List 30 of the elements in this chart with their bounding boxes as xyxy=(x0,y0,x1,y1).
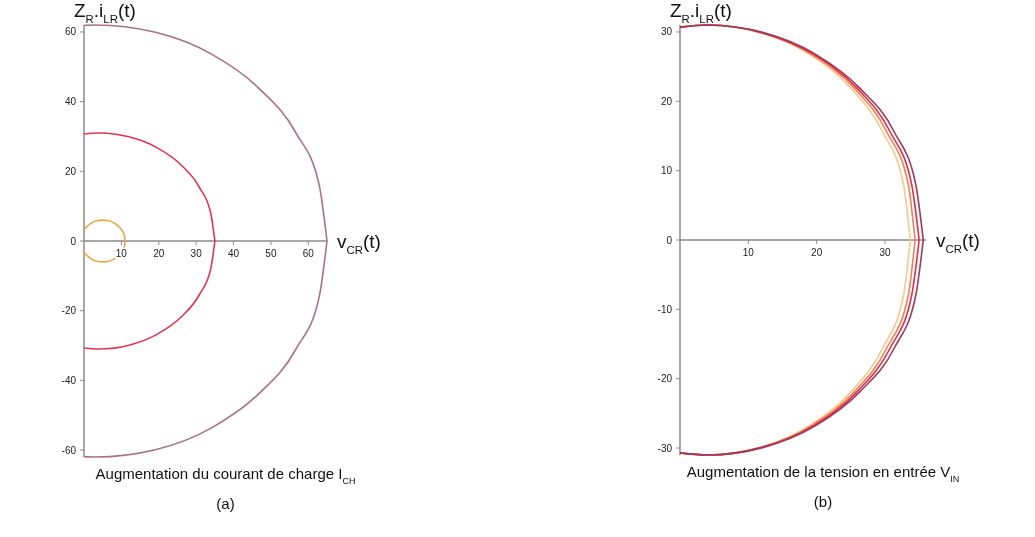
text: (a) xyxy=(216,495,235,512)
x-tick-label: 60 xyxy=(302,248,315,259)
x-axis-title: v$_{CR}$(t) xyxy=(337,231,381,256)
x-tick-label: 50 xyxy=(265,248,277,259)
x-tick-label: 20 xyxy=(153,248,165,259)
x-tick-label: 30 xyxy=(879,247,891,258)
y-tick-label: -20 xyxy=(61,305,77,317)
x-tick-label: 10 xyxy=(742,247,755,258)
text: Augmentation de la tension en entrée V$_{IN}$ xyxy=(686,463,960,484)
y-tick-label: -30 xyxy=(657,442,673,454)
y-tick-label: -20 xyxy=(657,373,673,385)
y-tick-label: 20 xyxy=(64,165,77,177)
y-tick-label: -10 xyxy=(657,303,673,315)
y-tick-label: 40 xyxy=(64,96,77,108)
y-tick-label: 0 xyxy=(666,234,673,246)
y-tick-label: 60 xyxy=(64,26,77,38)
x-tick-label: 20 xyxy=(811,247,823,258)
text: (b) xyxy=(813,493,833,510)
y-tick-label: -40 xyxy=(61,374,77,386)
y-axis-title: Z$_{R}$.i$_{LR}$(t) xyxy=(74,0,136,25)
y-tick-label: -60 xyxy=(61,444,77,456)
y-tick-label: 10 xyxy=(660,165,673,177)
y-axis-title: Z$_{R}$.i$_{LR}$(t) xyxy=(670,0,732,25)
text: Augmentation du courant de charge I$_{CH}$ xyxy=(95,465,356,486)
y-tick-label: 30 xyxy=(660,26,673,38)
y-tick-label: 0 xyxy=(70,235,77,247)
y-tick-label: 20 xyxy=(660,95,673,107)
x-axis-title: v$_{CR}$(t) xyxy=(936,230,980,255)
x-tick-label: 30 xyxy=(190,248,203,259)
x-tick-label: 40 xyxy=(227,248,240,259)
